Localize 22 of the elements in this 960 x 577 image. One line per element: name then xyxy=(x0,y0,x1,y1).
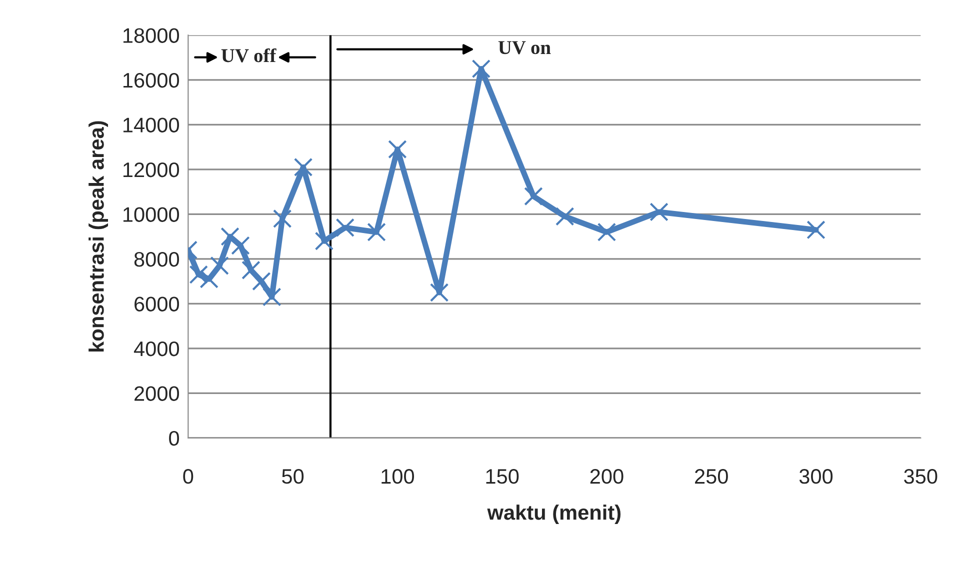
x-tick-label: 200 xyxy=(590,469,624,484)
x-tick-label: 150 xyxy=(486,469,519,484)
x-tick-label: 300 xyxy=(799,469,833,484)
y-tick-label: 10000 xyxy=(123,207,180,222)
x-tick-label: 100 xyxy=(382,469,414,484)
y-tick-label: 18000 xyxy=(123,28,180,43)
annotation: UV off xyxy=(221,48,276,62)
y-tick-label: 12000 xyxy=(123,162,180,178)
x-tick-label: 250 xyxy=(695,469,728,484)
x-tick-label: 350 xyxy=(904,469,938,484)
annotation: UV on xyxy=(498,41,551,54)
y-tick-label: 4000 xyxy=(134,341,180,356)
y-tick-label: 14000 xyxy=(123,118,180,132)
y-tick-label: 0 xyxy=(169,430,180,446)
x-tick-label: 50 xyxy=(282,469,304,484)
y-tick-label: 6000 xyxy=(134,296,180,312)
x-axis-title: waktu (menit) xyxy=(487,504,620,524)
y-tick-label: 8000 xyxy=(134,252,180,267)
y-tick-label: 2000 xyxy=(134,386,180,401)
x-tick-label: 0 xyxy=(183,469,194,484)
y-axis-title: konsentrasi (peak area) xyxy=(88,121,108,352)
y-tick-label: 16000 xyxy=(123,72,180,88)
